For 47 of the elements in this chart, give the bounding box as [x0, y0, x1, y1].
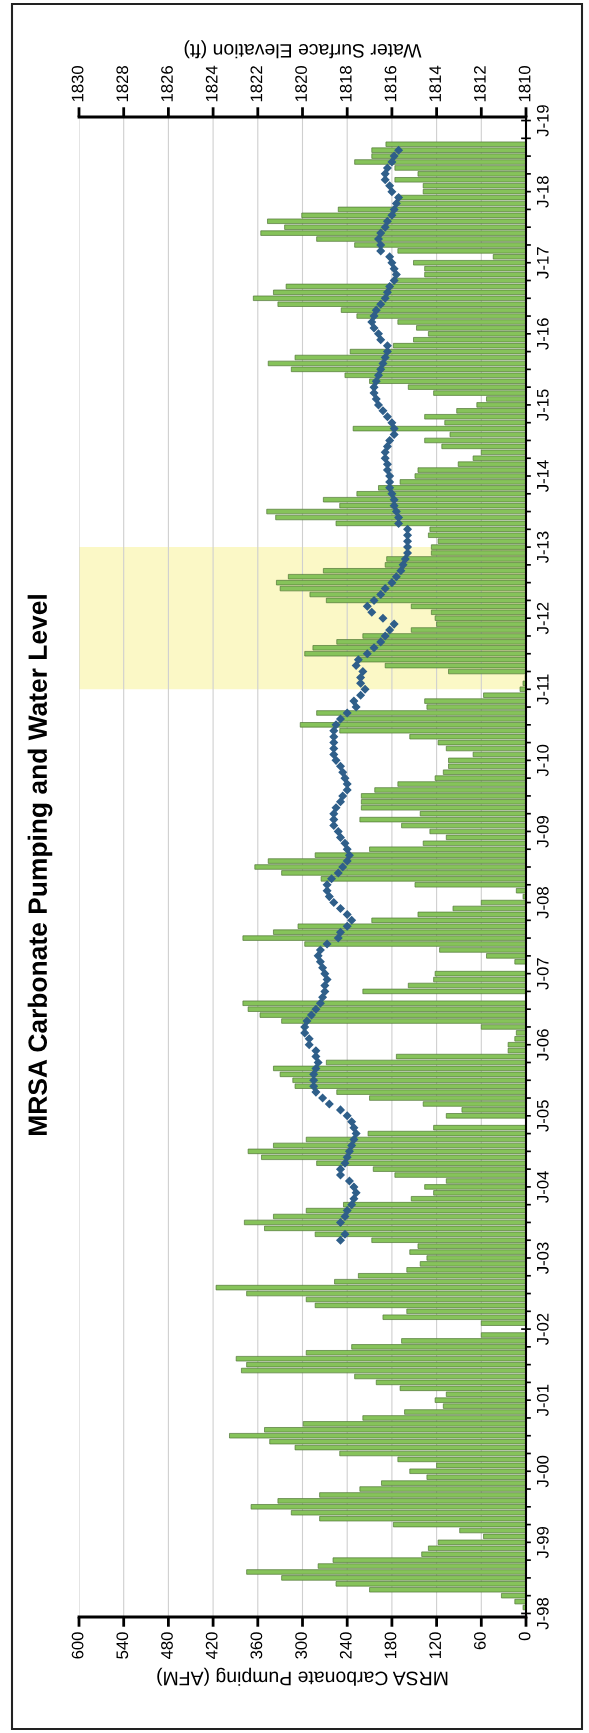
- text: MRSA Carbonate Pumping and Water Level: [27, 595, 53, 1135]
- x-tick-label: 540: [116, 1632, 129, 1659]
- y-tick-label: J-09: [536, 816, 549, 848]
- y-tick-label: J-05: [536, 1100, 549, 1132]
- x2-tick-label: 1830: [71, 65, 84, 102]
- y-tick-label: J-06: [536, 1029, 549, 1061]
- y-tick-label: J-13: [536, 531, 549, 564]
- x-tick-label: 360: [250, 1632, 263, 1659]
- y-tick-label: J-11: [537, 674, 549, 705]
- y-tick-label: J-12: [536, 602, 549, 635]
- y-tick-label: J-01: [536, 1384, 549, 1417]
- y-tick-label: J-18: [536, 176, 549, 208]
- x-tick-label: 180: [384, 1632, 397, 1659]
- x2-tick-label: 1812: [473, 66, 486, 102]
- x2-tick-label: 1820: [295, 65, 307, 102]
- y-tick-label: J-02: [536, 1313, 549, 1346]
- x2-tick-label: 1824: [205, 65, 218, 102]
- x-tick-label: 120: [429, 1632, 442, 1659]
- y-tick-label: J-00: [536, 1455, 549, 1488]
- y-tick-label: J-14: [537, 460, 549, 492]
- x2-tick-label: 1816: [384, 66, 397, 102]
- y-tick-label: J-16: [536, 318, 549, 350]
- x2-tick-label: 1810: [518, 65, 531, 102]
- x-axis-title: MRSA Carbonate Pumping (AFM): [157, 1667, 448, 1686]
- x2-tick-label: 1822: [250, 66, 263, 102]
- y-tick-label: J-10: [536, 744, 549, 777]
- x-tick-label: 420: [205, 1632, 218, 1660]
- x2-axis-title: Water Surface Elevation (ft): [184, 40, 422, 59]
- x-tick-label: 0: [518, 1632, 531, 1641]
- x-tick-label: 240: [339, 1632, 352, 1659]
- x-tick-label: 60: [473, 1632, 486, 1650]
- y-tick-label: J-17: [537, 247, 549, 279]
- y-tick-label: J-03: [536, 1242, 549, 1274]
- y-tick-label: J-99: [536, 1526, 549, 1559]
- x2-tick-label: 1826: [161, 66, 173, 102]
- x2-tick-label: 1828: [116, 66, 129, 102]
- y-tick-label: J-07: [536, 958, 549, 990]
- y-tick-label: J-98: [536, 1597, 549, 1630]
- y-tick-label: J-08: [536, 887, 549, 919]
- y-tick-label: J-04: [536, 1171, 549, 1203]
- x-tick-label: 300: [295, 1632, 307, 1659]
- y-tick-label: J-19: [536, 105, 549, 137]
- x-tick-label: 480: [161, 1632, 173, 1660]
- y-tick-label: J-15: [537, 389, 549, 421]
- x2-tick-label: 1818: [339, 66, 352, 102]
- x-tick-label: 600: [71, 1632, 84, 1659]
- x2-tick-label: 1814: [429, 65, 442, 102]
